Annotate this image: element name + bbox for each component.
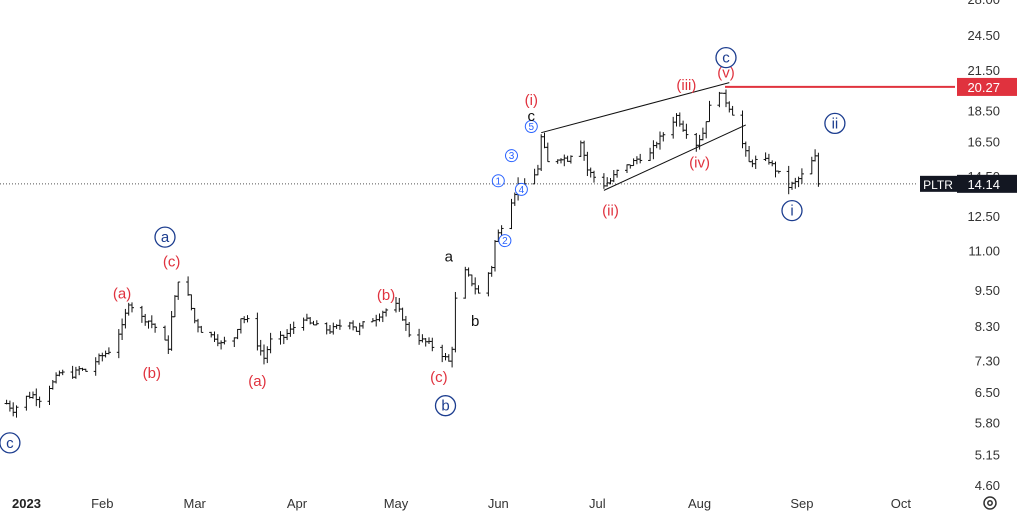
wave-circle-marker (715, 47, 737, 69)
y-tick-label: 12.50 (967, 209, 1000, 224)
y-tick-label: 21.50 (967, 63, 1000, 78)
wave-label-red: (ii) (602, 203, 619, 220)
wave-label-red: (v) (717, 64, 735, 81)
wave-label-circled: c (722, 50, 730, 67)
wave-label-red: (iii) (676, 77, 696, 94)
wave-label-circled: i (790, 203, 793, 220)
wave-subcircle-marker (491, 174, 505, 188)
x-tick-label: Jun (488, 496, 509, 511)
x-tick-label: Oct (891, 496, 912, 511)
y-tick-label: 24.50 (967, 28, 1000, 43)
x-tick-label: Apr (287, 496, 308, 511)
wave-label-red: (b) (377, 287, 395, 304)
wave-subcircle-marker (524, 119, 538, 133)
wave-label-red: (c) (163, 253, 181, 270)
wave-label-circled: b (441, 398, 449, 415)
x-tick-label: Jul (589, 496, 606, 511)
wave-subcircle-marker (505, 149, 518, 163)
y-tick-label: 7.30 (975, 354, 1000, 369)
x-tick-label: Sep (790, 496, 813, 511)
wave-circle-marker (781, 199, 803, 222)
wave-circle-marker (154, 226, 176, 248)
last-price-tag (957, 174, 1017, 193)
y-tick-label: 16.50 (967, 134, 1000, 149)
wave-label-black: b (471, 313, 479, 330)
wave-label-sub: 4 (519, 185, 525, 196)
y-tick-label: 9.50 (975, 283, 1000, 298)
y-tick-label: 5.80 (975, 416, 1000, 431)
gear-inner (987, 500, 993, 506)
y-tick-label: 18.50 (967, 104, 1000, 119)
wave-circle-marker (0, 432, 21, 454)
x-tick-label: Mar (184, 496, 207, 511)
y-tick-label: 6.50 (975, 385, 1000, 400)
wave-subcircle-marker (498, 234, 512, 248)
x-tick-label: Aug (688, 496, 711, 511)
wave-label-circled: ii (832, 115, 839, 132)
gear-outer (983, 496, 997, 510)
y-tick-label: 5.15 (975, 448, 1000, 463)
wave-circle-marker (434, 395, 457, 417)
wave-subcircle-marker (514, 182, 528, 196)
y-tick-label: 4.60 (975, 478, 1000, 493)
wave-circle-marker (824, 112, 846, 135)
level-price-tag (957, 77, 1017, 96)
wave-label-sub: 5 (529, 122, 535, 133)
last-price-tag-text: 14.14 (967, 177, 1000, 192)
upper-channel-line[interactable] (541, 82, 730, 134)
wave-label-sub: 3 (509, 151, 515, 162)
symbol-tag (920, 175, 957, 192)
wave-label-red: (a) (248, 373, 266, 390)
wave-label-red: (b) (143, 365, 161, 382)
wave-label-red: (iv) (689, 155, 710, 172)
lower-channel-line[interactable] (603, 124, 747, 191)
x-tick-label: May (384, 496, 409, 511)
wave-label-circled: c (6, 435, 14, 452)
wave-label-circled: a (161, 229, 170, 246)
symbol-tag-text: PLTR (923, 178, 953, 192)
wave-label-sub: 2 (502, 236, 508, 247)
y-tick-label: 11.00 (968, 243, 1000, 258)
wave-label-black: c (528, 108, 536, 125)
wave-label-red: (i) (525, 92, 538, 109)
gear-icon[interactable] (983, 496, 997, 510)
wave-label-red: (a) (113, 286, 131, 303)
level-price-tag-text: 20.27 (967, 80, 1000, 95)
wave-label-red: (c) (430, 369, 448, 386)
y-tick-label: 8.30 (975, 319, 1000, 334)
x-tick-label: Feb (91, 496, 113, 511)
wave-label-black: a (445, 248, 454, 265)
wave-label-sub: 1 (496, 176, 502, 187)
x-tick-label: 2023 (12, 496, 41, 511)
y-tick-label: 28.00 (967, 0, 1000, 7)
